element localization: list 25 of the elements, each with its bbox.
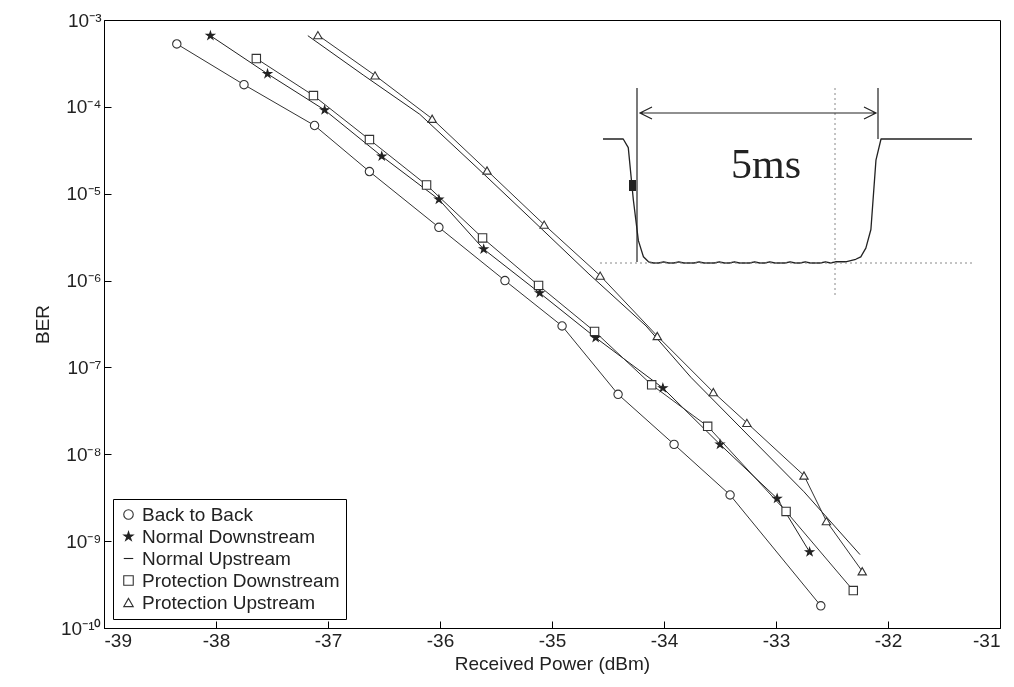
x-tick-label: -39 [104,629,132,651]
y-tick-label: 10⁻⁶ [66,270,102,292]
y-tick-label: 10⁻⁸ [66,443,102,465]
y-tick-label: 10⁻⁵ [66,183,102,205]
x-tick-label: -37 [314,629,343,651]
y-tick-label: 10⁻⁹ [66,530,102,552]
x-tick-label: -32 [874,629,903,651]
x-tick-label: -34 [650,629,679,651]
legend-label: Protection Upstream [142,591,316,613]
x-tick-label: -33 [762,629,791,651]
legend-label: Protection Downstream [142,569,340,591]
y-tick-label: 10⁻⁷ [67,356,102,378]
annotation: 5ms [730,141,802,187]
x-tick-label: -35 [538,629,567,651]
legend-label: Normal Downstream [142,525,316,547]
y-axis-title: BER [32,304,54,345]
x-tick-label: -31 [973,629,1001,651]
x-tick-label: -38 [202,629,231,651]
x-axis-title: Received Power (dBm) [454,652,651,674]
y-tick-label: 10⁻³ [68,9,102,31]
y-tick-label: 10⁻¹⁰ [61,617,102,639]
y-tick-label: 10⁻⁴ [66,96,102,118]
legend-label: Normal Upstream [142,547,291,569]
legend-label: Back to Back [142,503,254,525]
x-tick-label: -36 [426,629,455,651]
